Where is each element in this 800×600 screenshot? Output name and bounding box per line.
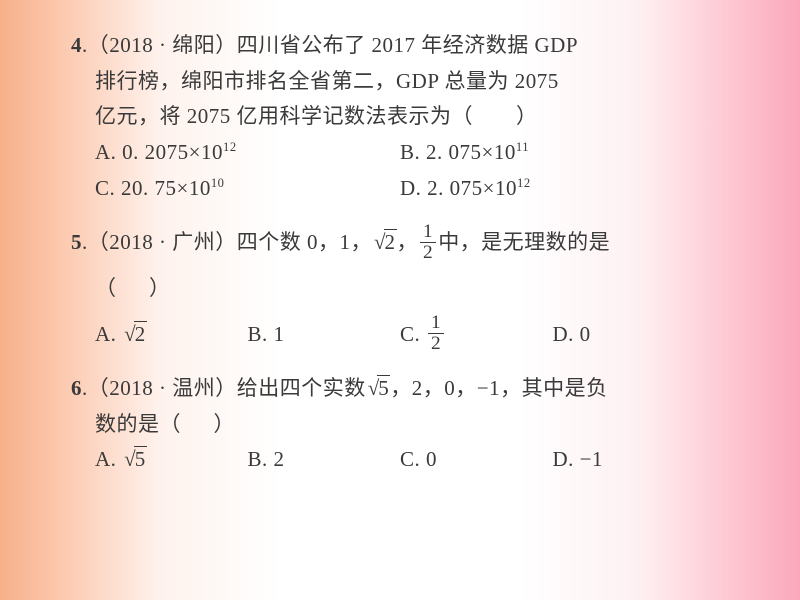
q6-stem: 6.（2018 · 温州）给出四个实数5，2，0，−1，其中是负 数的是（ ） bbox=[95, 371, 705, 442]
q5-stem: 5.（2018 · 广州）四个数 0，1，2，12中，是无理数的是 （ ） bbox=[95, 220, 705, 310]
question-5: 5.（2018 · 广州）四个数 0，1，2，12中，是无理数的是 （ ） A.… bbox=[95, 220, 705, 356]
fraction: 12 bbox=[420, 222, 436, 264]
q6-option-b: B. 2 bbox=[248, 442, 401, 478]
q4-option-a: A. 0. 2075×1012 bbox=[95, 135, 400, 171]
sqrt-icon: 5 bbox=[366, 371, 391, 407]
q6-option-a: A. 5 bbox=[95, 442, 248, 478]
q4-number: 4 bbox=[71, 33, 82, 57]
q5-option-a: A. 2 bbox=[95, 311, 248, 357]
exam-page: 4.（2018 · 绵阳）四川省公布了 2017 年经济数据 GDP 排行榜，绵… bbox=[95, 28, 705, 492]
q4-options: A. 0. 2075×1012 B. 2. 075×1011 C. 20. 75… bbox=[95, 135, 705, 206]
sqrt-icon: 2 bbox=[372, 220, 397, 265]
q4-option-d: D. 2. 075×1012 bbox=[400, 171, 705, 207]
q5-option-d: D. 0 bbox=[553, 311, 706, 357]
q4-source: （2018 · 绵阳） bbox=[88, 33, 237, 57]
q6-option-c: C. 0 bbox=[400, 442, 553, 478]
q6-option-d: D. −1 bbox=[553, 442, 706, 478]
q6-options: A. 5 B. 2 C. 0 D. −1 bbox=[95, 442, 705, 478]
question-4: 4.（2018 · 绵阳）四川省公布了 2017 年经济数据 GDP 排行榜，绵… bbox=[95, 28, 705, 206]
q5-options: A. 2 B. 1 C. 12 D. 0 bbox=[95, 311, 705, 357]
question-6: 6.（2018 · 温州）给出四个实数5，2，0，−1，其中是负 数的是（ ） … bbox=[95, 371, 705, 478]
q5-number: 5 bbox=[71, 230, 82, 254]
q6-source: （2018 · 温州） bbox=[88, 376, 237, 400]
q5-option-c: C. 12 bbox=[400, 311, 553, 357]
q5-option-b: B. 1 bbox=[248, 311, 401, 357]
q6-number: 6 bbox=[71, 376, 82, 400]
q4-option-b: B. 2. 075×1011 bbox=[400, 135, 705, 171]
q4-option-c: C. 20. 75×1010 bbox=[95, 171, 400, 207]
q4-stem: 4.（2018 · 绵阳）四川省公布了 2017 年经济数据 GDP 排行榜，绵… bbox=[95, 28, 705, 135]
q5-source: （2018 · 广州） bbox=[88, 230, 237, 254]
